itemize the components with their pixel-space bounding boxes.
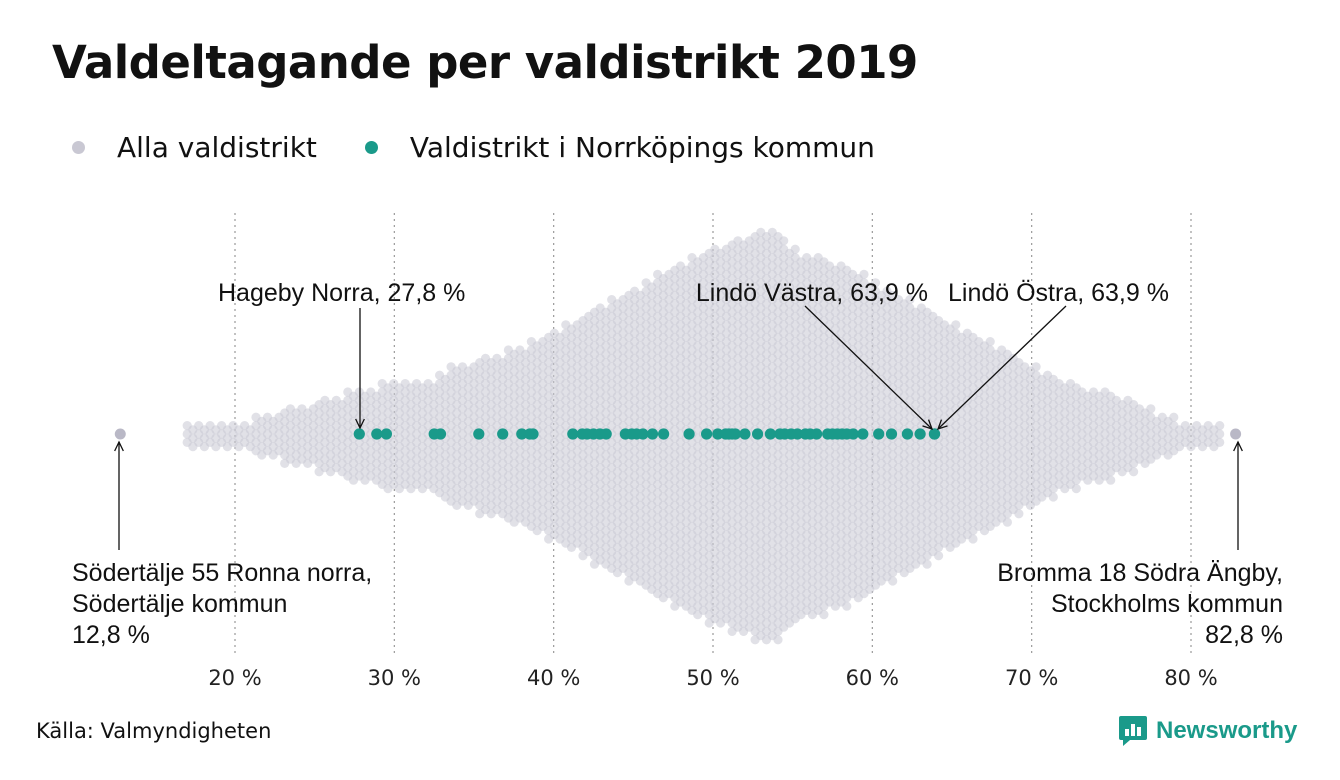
annotation-bromma-line: Bromma 18 Södra Ängby, — [997, 559, 1283, 587]
logo-text: Newsworthy — [1156, 717, 1298, 744]
dot-extreme-district — [1230, 428, 1242, 440]
dot-norrkoping-district — [739, 428, 751, 440]
annotation-arrow-lindo-ostra — [937, 305, 1067, 430]
dot-all-district — [773, 635, 783, 645]
x-tick-label: 30 % — [368, 666, 421, 690]
dot-all-district — [1002, 517, 1013, 527]
dot-norrkoping-district — [371, 428, 383, 440]
x-tick-label: 20 % — [208, 666, 261, 690]
source-note: Källa: Valmyndigheten — [36, 719, 272, 743]
annotation-arrow-lindo-ostra-head — [936, 419, 948, 431]
legend-dot-norrkoping — [364, 141, 378, 154]
dot-all-district — [870, 278, 881, 288]
dot-all-district — [1031, 362, 1041, 372]
dot-all-district — [1215, 429, 1225, 439]
dot-all-district — [922, 559, 932, 569]
annotation-sodertalje-line: Södertälje 55 Ronna norra, — [72, 559, 372, 587]
annotation-bromma-line: 82,8 % — [1205, 621, 1283, 649]
annotation-bromma-line: Stockholms kommun — [1051, 590, 1283, 618]
dot-all-district — [1048, 492, 1058, 502]
dot-all-district — [842, 601, 852, 611]
x-tick-label: 50 % — [686, 666, 739, 690]
dot-all-district — [1014, 509, 1024, 519]
dot-norrkoping-district — [527, 428, 539, 440]
dot-norrkoping-district — [901, 428, 914, 440]
dot-norrkoping-district — [516, 428, 528, 440]
legend-item-all: Alla valdistrikt — [72, 131, 317, 164]
dot-norrkoping-district — [701, 428, 713, 440]
dot-all-district — [1146, 404, 1156, 414]
annotation-arrow-hageby-head — [355, 418, 365, 430]
legend-label-all: Alla valdistrikt — [117, 131, 317, 164]
dot-norrkoping-district — [600, 428, 612, 440]
dot-norrkoping-district — [811, 428, 823, 440]
dot-all-district — [1215, 437, 1225, 447]
bar-chart-speech-bubble-icon — [1119, 716, 1147, 746]
dot-all-district — [934, 551, 944, 561]
legend-label-norrkoping: Valdistrikt i Norrköpings kommun — [409, 131, 875, 164]
annotation-lindo-ostra: Lindö Östra, 63,9 % — [948, 279, 1169, 307]
dot-all-district — [1129, 467, 1139, 477]
dot-norrkoping-district — [683, 428, 695, 440]
dot-all-district — [1215, 421, 1225, 431]
dot-all-district — [1106, 475, 1116, 485]
dot-norrkoping-district — [434, 428, 447, 440]
dot-all-district — [859, 269, 869, 279]
dot-all-district — [1169, 412, 1179, 422]
dot-all-district — [779, 236, 789, 246]
annotation-lindo-vastra: Lindö Västra, 63,9 % — [696, 279, 928, 307]
annotation-hageby-norra: Hageby Norra, 27,8 % — [218, 279, 465, 307]
x-tick-label: 70 % — [1005, 666, 1058, 690]
dot-norrkoping-district — [646, 428, 659, 440]
dot-all-district — [905, 295, 915, 305]
dot-norrkoping-district — [567, 428, 579, 440]
dot-all-district — [1071, 484, 1081, 494]
dot-extreme-district — [114, 428, 126, 440]
newsworthy-logo: Newsworthy — [1118, 714, 1297, 748]
annotation-arrow-bromma-head — [1233, 440, 1243, 452]
dot-norrkoping-district — [857, 428, 869, 440]
dot-all-district — [790, 244, 800, 254]
dot-norrkoping-district — [380, 428, 392, 440]
dot-all-district — [968, 534, 978, 544]
legend: Alla valdistrikt Valdistrikt i Norrköpin… — [72, 131, 923, 164]
dot-norrkoping-district — [353, 428, 365, 440]
dot-norrkoping-district — [791, 428, 804, 440]
legend-dot-all — [72, 141, 85, 154]
annotation-sodertalje-line: Södertälje kommun — [72, 590, 287, 618]
x-tick-label: 80 % — [1164, 666, 1217, 690]
dot-norrkoping-district — [847, 428, 859, 440]
x-tick-label: 40 % — [527, 666, 580, 690]
dot-all-district — [985, 337, 995, 347]
annotation-arrow-sodertalje-head — [114, 440, 124, 452]
annotation-sodertalje-line: 12,8 % — [72, 621, 150, 649]
annotation-arrow-lindo-vastra-head — [922, 419, 934, 431]
dot-norrkoping-district — [473, 428, 485, 440]
dot-all-district — [819, 610, 829, 620]
dot-norrkoping-district — [914, 428, 926, 440]
dot-norrkoping-district — [658, 428, 670, 440]
dot-all-district — [951, 320, 961, 330]
dot-norrkoping-district — [873, 428, 885, 440]
dot-norrkoping-district — [729, 428, 741, 440]
beeswarm-chart: Hageby Norra, 27,8 % Lindö Västra, 63,9 %… — [72, 213, 1283, 690]
dot-norrkoping-district — [712, 428, 724, 440]
dot-norrkoping-district — [928, 428, 941, 440]
dot-all-district — [888, 576, 898, 586]
dot-norrkoping-district — [764, 428, 777, 440]
dot-norrkoping-district — [885, 428, 898, 440]
legend-item-norrkoping: Valdistrikt i Norrköpings kommun — [364, 131, 875, 164]
annotation-arrow-lindo-vastra — [804, 305, 933, 430]
chart-title: Valdeltagande per valdistrikt 2019 — [52, 36, 918, 89]
dot-norrkoping-district — [497, 428, 509, 440]
x-tick-label: 60 % — [846, 666, 899, 690]
dot-norrkoping-district — [637, 428, 649, 440]
dot-norrkoping-district — [752, 428, 764, 440]
